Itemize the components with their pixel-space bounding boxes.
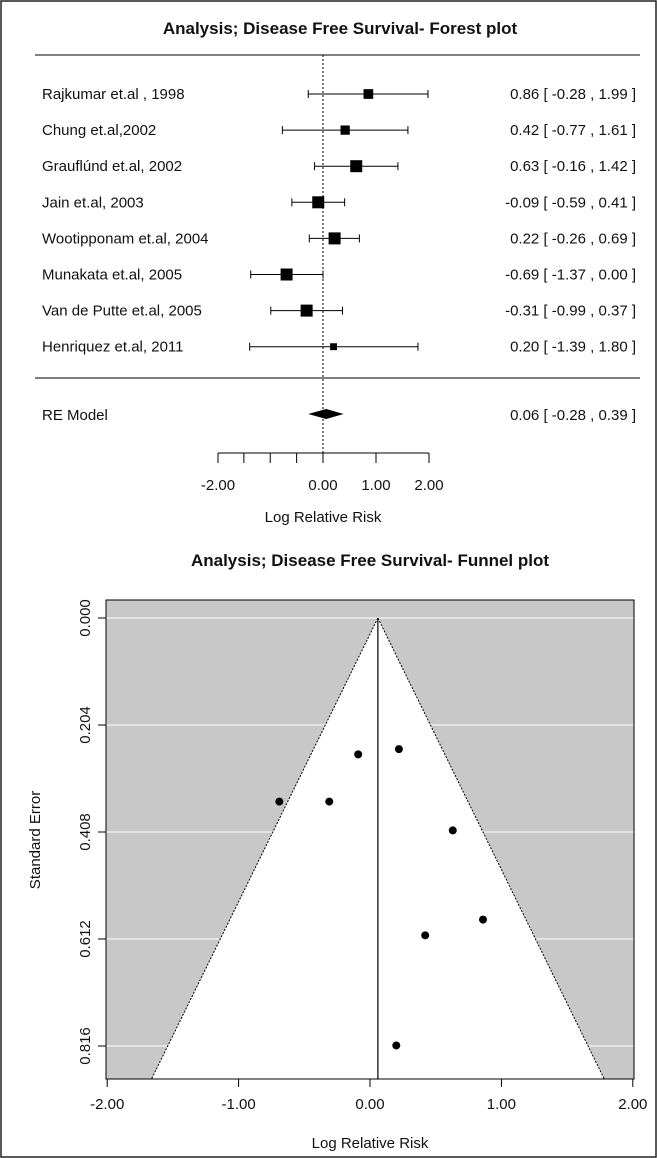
forest-study-label: Munakata et.al, 2005 [42,267,182,284]
funnel-points [275,745,488,1050]
forest-study-label: Rajkumar et.al , 1998 [42,86,185,103]
forest-ci-text: 0.86 [ -0.28 , 1.99 ] [510,86,636,103]
forest-study-row: Henriquez et.al, 2011 0.20 [ -1.39 , 1.80… [42,339,636,356]
funnel-study-point [392,1041,401,1050]
forest-summary-diamond [308,409,344,419]
forest-point-estimate [300,304,313,317]
forest-point-estimate [280,268,293,281]
forest-study-label: Wootipponam et.al, 2004 [42,230,209,247]
funnel-x-tick-label: -1.00 [221,1096,255,1113]
forest-study-row: Wootipponam et.al, 2004 0.22 [ -0.26 , 0.… [42,230,636,247]
funnel-study-point [394,745,403,754]
forest-study-label: Van de Putte et.al, 2005 [42,303,202,320]
forest-minor-ticks [243,453,298,463]
funnel-x-ticks: -2.00 -1.00 0.00 1.00 2.00 [90,1079,647,1113]
forest-study-label: Jain et.al, 2003 [42,194,144,211]
funnel-y-tick-label: 0.000 [77,599,94,637]
funnel-y-tick-label: 0.816 [77,1027,94,1065]
funnel-study-point [448,826,457,835]
forest-point-estimate [328,232,341,245]
funnel-study-point [421,931,430,940]
funnel-x-tick-label: -2.00 [90,1096,124,1113]
forest-title: Analysis; Disease Free Survival- Forest … [163,19,518,38]
forest-tick-label: 0.00 [308,477,337,494]
funnel-y-tick-label: 0.612 [77,920,94,958]
funnel-plot: Analysis; Disease Free Survival- Funnel … [27,551,647,1152]
forest-ci-text: -0.09 [ -0.59 , 0.41 ] [505,194,636,211]
forest-point-estimate [350,160,363,173]
forest-plot: Analysis; Disease Free Survival- Forest … [35,19,640,526]
forest-point-estimate [363,89,374,99]
funnel-study-point [479,915,488,924]
funnel-y-tick-label: 0.204 [77,706,94,744]
funnel-study-point [325,797,334,806]
forest-ci-text: 0.42 [ -0.77 , 1.61 ] [510,122,636,139]
forest-ci-text: -0.69 [ -1.37 , 0.00 ] [505,267,636,284]
funnel-right-boundary [377,617,605,1080]
forest-study-row: Jain et.al, 2003 -0.09 [ -0.59 , 0.41 ] [42,194,636,211]
forest-ci-text: 0.63 [ -0.16 , 1.42 ] [510,158,636,175]
funnel-left-boundary [151,617,379,1080]
forest-x-axis-label: Log Relative Risk [265,509,382,526]
funnel-x-axis-label: Log Relative Risk [312,1135,429,1152]
forest-study-label: Grauflúnd et.al, 2002 [42,158,182,175]
funnel-title: Analysis; Disease Free Survival- Funnel … [191,551,549,570]
forest-tick-label: -2.00 [201,477,235,494]
forest-summary-ci: 0.06 [ -0.28 , 0.39 ] [510,407,636,424]
funnel-x-tick-label: 1.00 [487,1096,516,1113]
forest-study-row: Grauflúnd et.al, 2002 0.63 [ -0.16 , 1.42… [42,158,636,175]
funnel-study-point [275,797,284,806]
forest-study-row: Rajkumar et.al , 1998 0.86 [ -0.28 , 1.99… [42,86,636,103]
forest-study-label: Henriquez et.al, 2011 [42,339,183,356]
forest-tick-label: 2.00 [414,477,443,494]
forest-point-estimate [340,125,350,135]
funnel-x-tick-label: 2.00 [618,1096,647,1113]
funnel-y-axis-label: Standard Error [27,791,44,889]
forest-ci-text: -0.31 [ -0.99 , 0.37 ] [505,303,636,320]
forest-tick-label: 1.00 [361,477,390,494]
forest-point-estimate [312,196,325,209]
forest-study-row: Chung et.al,2002 0.42 [ -0.77 , 1.61 ] [42,122,636,139]
funnel-x-tick-label: 0.00 [355,1096,384,1113]
forest-ci-text: 0.22 [ -0.26 , 0.69 ] [510,230,636,247]
forest-point-estimate [330,343,337,351]
funnel-study-point [354,750,363,759]
funnel-y-ticks: 0.000 0.204 0.408 0.612 0.816 [77,599,106,1065]
forest-study-row: Van de Putte et.al, 2005 -0.31 [ -0.99 , … [42,303,636,320]
forest-study-row: Munakata et.al, 2005 -0.69 [ -1.37 , 0.00… [42,267,636,284]
forest-study-label: Chung et.al,2002 [42,122,156,139]
forest-ci-text: 0.20 [ -1.39 , 1.80 ] [510,339,636,356]
forest-rows: Rajkumar et.al , 1998 0.86 [ -0.28 , 1.99… [42,86,636,356]
funnel-y-tick-label: 0.408 [77,813,94,851]
forest-summary-label: RE Model [42,407,108,424]
